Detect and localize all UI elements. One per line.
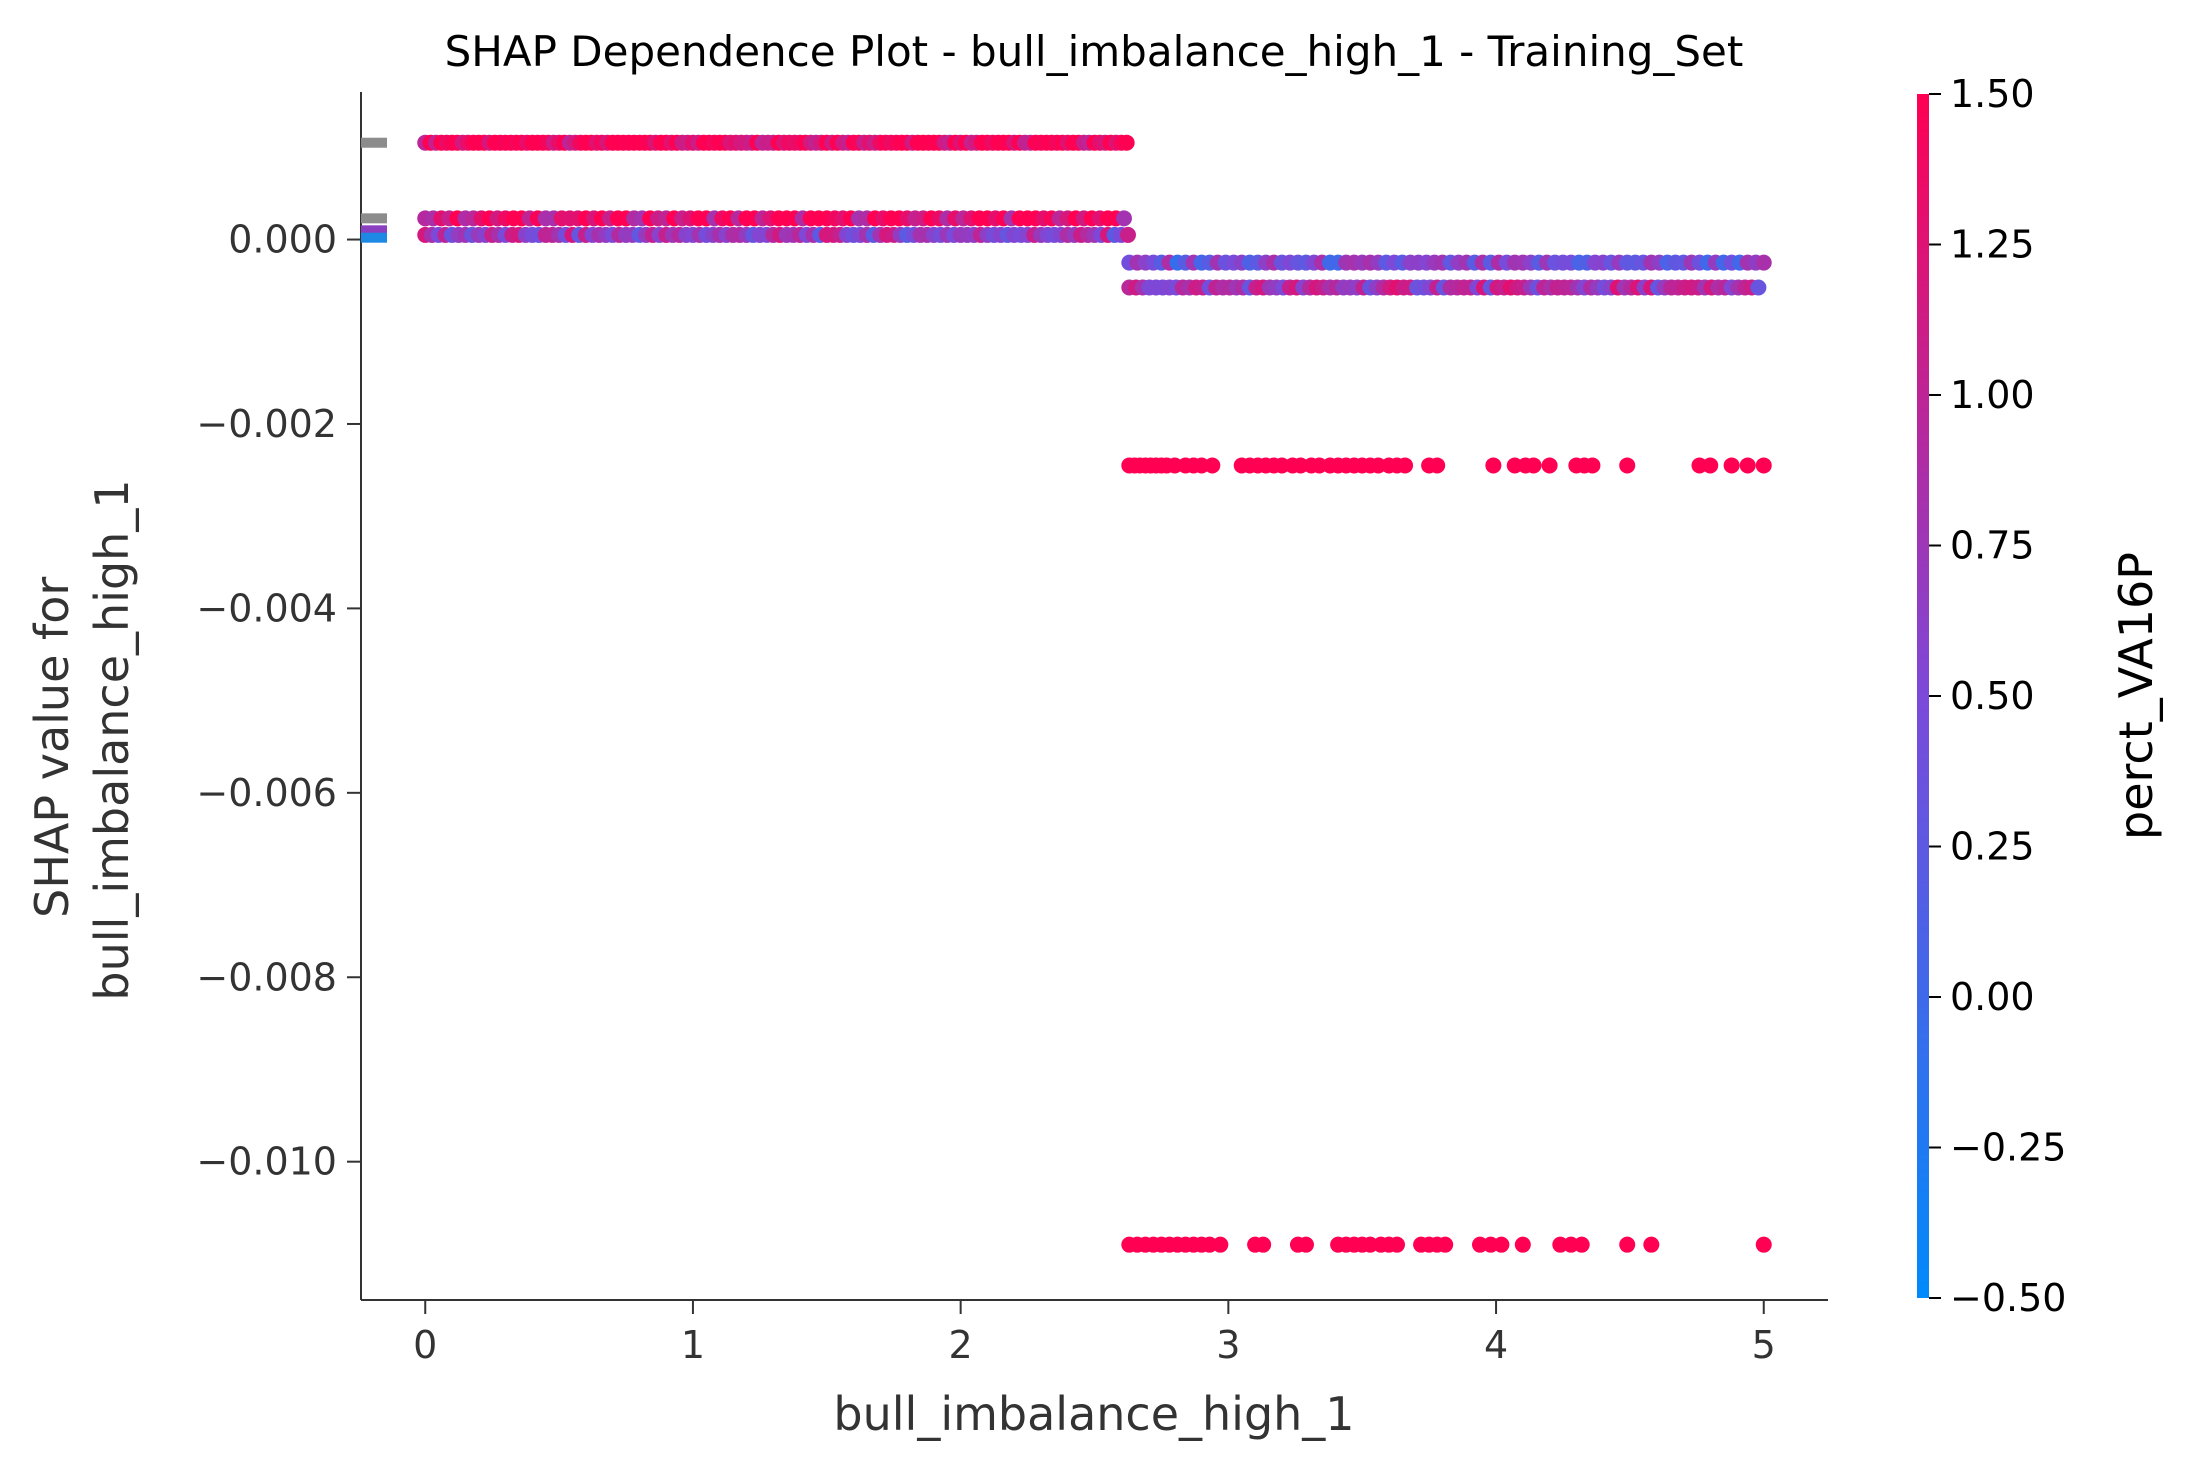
scatter-point [1493,1236,1510,1253]
plot-area: 0.000 −0.002 −0.004 −0.006 −0.008 −0.010 0 1 2 3… [196,92,1828,1367]
scatter-point [1389,1236,1406,1253]
x-tick-label: 5 [1752,1323,1776,1367]
x-tick-label: 2 [949,1323,973,1367]
scatter-point [1755,254,1772,271]
colorbar-ticks: 1.50 1.25 1.00 0.75 0.50 0.25 0.00 −0.25 −0.50 [1929,72,2066,1320]
x-tick-label: 3 [1216,1323,1240,1367]
scatter-point [1573,1236,1590,1253]
scatter-point [1118,134,1135,151]
scatter-point [1525,457,1542,474]
colorbar-gradient [1917,94,1929,1298]
colorbar-tick-label: −0.25 [1950,1126,2066,1170]
x-tick-label: 1 [681,1323,705,1367]
y-axis-title-line-1: SHAP value for [25,577,79,918]
scatter-point [1723,457,1740,474]
missing-value-marker [361,232,387,243]
y-tick-label: −0.008 [196,955,337,999]
colorbar-tick-label: 0.50 [1950,674,2035,718]
colorbar: 1.50 1.25 1.00 0.75 0.50 0.25 0.00 −0.25 −0.50 p… [1917,72,2163,1320]
scatter-point [1212,1236,1229,1253]
colorbar-title: perct_VA16P [2109,552,2163,840]
scatter-point [1541,457,1558,474]
y-tick-label: −0.006 [196,771,337,815]
colorbar-tick-label: 0.25 [1950,825,2035,869]
scatter-point [1485,457,1502,474]
x-tick-label: 4 [1484,1323,1508,1367]
y-ticks: 0.000 −0.002 −0.004 −0.006 −0.008 −0.010 [196,218,361,1184]
scatter-point [1755,1236,1772,1253]
scatter-point [1297,1236,1314,1253]
scatter-point [1255,1236,1272,1253]
missing-value-marker [361,213,387,224]
colorbar-tick-label: 0.00 [1950,975,2035,1019]
colorbar-tick-label: 1.00 [1950,373,2035,417]
y-tick-label: −0.004 [196,586,337,630]
scatter-point [1204,457,1221,474]
colorbar-tick-label: 1.25 [1950,223,2035,267]
scatter-point [1514,1236,1531,1253]
scatter-point [1397,457,1414,474]
chart-title: SHAP Dependence Plot - bull_imbalance_hi… [445,27,1744,76]
missing-value-markers [361,137,387,243]
scatter-point [1643,1236,1660,1253]
scatter-point [1437,1236,1454,1253]
scatter-point [1584,457,1601,474]
y-axis-title: SHAP value for bull_imbalance_high_1 [25,479,139,1000]
scatter-point [1702,457,1719,474]
scatter-point [1119,226,1136,243]
x-axis-title: bull_imbalance_high_1 [833,1387,1354,1441]
x-tick-label: 0 [413,1323,437,1367]
missing-value-marker [361,225,387,236]
scatter-point [1755,457,1772,474]
colorbar-tick-label: 0.75 [1950,524,2035,568]
scatter-points [417,134,1772,1253]
y-tick-label: −0.010 [196,1140,337,1184]
scatter-point [1750,279,1767,296]
scatter-point [1115,210,1132,227]
missing-value-marker [361,137,387,148]
colorbar-tick-label: 1.50 [1950,72,2035,116]
scatter-point [1619,1236,1636,1253]
scatter-point [1619,457,1636,474]
x-ticks: 0 1 2 3 4 5 [413,1300,1776,1367]
scatter-point [1739,457,1756,474]
scatter-point [1429,457,1446,474]
y-tick-label: 0.000 [228,218,337,262]
y-axis-title-line-2: bull_imbalance_high_1 [85,479,139,1000]
colorbar-tick-label: −0.50 [1950,1276,2066,1320]
y-tick-label: −0.002 [196,402,337,446]
